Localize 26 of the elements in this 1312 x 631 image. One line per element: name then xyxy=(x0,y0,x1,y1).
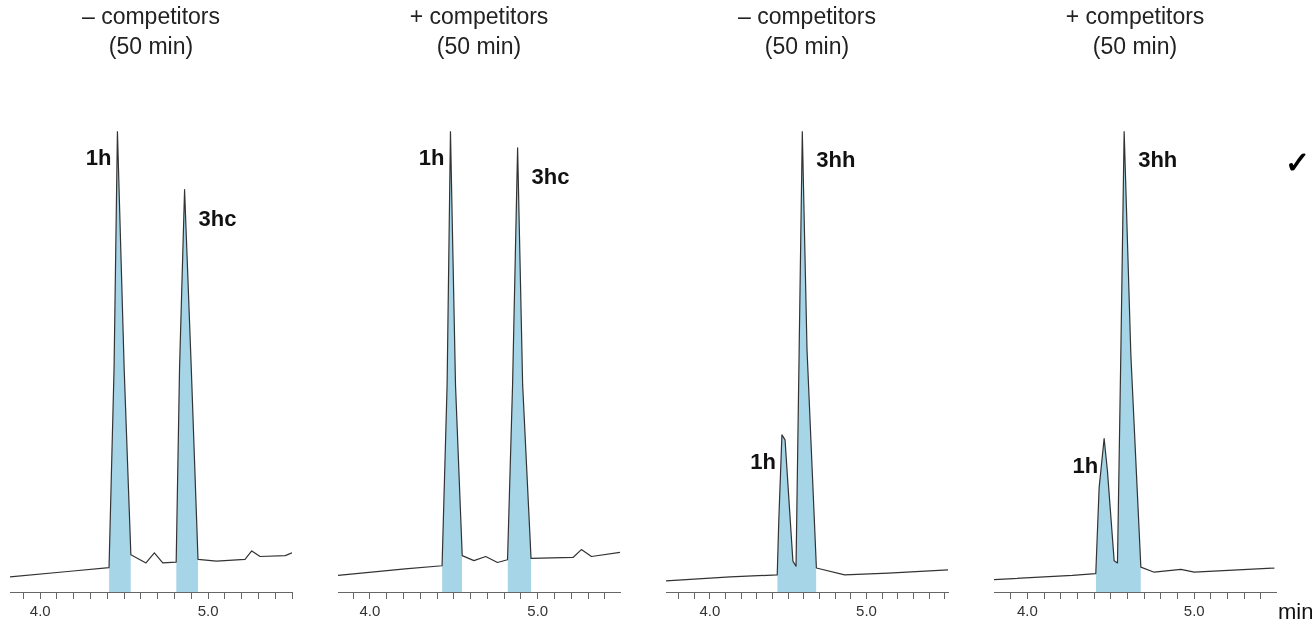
annotation: 3hc xyxy=(531,163,570,189)
x-tick-label: 4.0 xyxy=(1016,602,1038,620)
chart-title: – competitors xyxy=(81,3,221,30)
chart-subtitle: (50 min) xyxy=(436,32,522,59)
chart-title: – competitors xyxy=(737,3,877,30)
x-tick-label: 5.0 xyxy=(527,602,549,620)
x-tick-label: 5.0 xyxy=(197,602,219,620)
x-axis-title: min xyxy=(1278,599,1312,625)
chart-title: + competitors xyxy=(1065,3,1205,30)
chart-title: + competitors xyxy=(409,3,549,30)
annotation: 3hc xyxy=(198,205,237,231)
annotation: 1h xyxy=(750,448,776,474)
x-tick-label: 4.0 xyxy=(699,602,721,620)
x-tick-label: 4.0 xyxy=(29,602,51,620)
annotation: 3hh xyxy=(1138,147,1178,173)
text: ✓ xyxy=(1285,146,1310,180)
annotation: 1h xyxy=(418,145,445,171)
chart-subtitle: (50 min) xyxy=(764,32,850,59)
chart-subtitle: (50 min) xyxy=(108,32,194,59)
annotation: 3hh xyxy=(816,147,856,173)
annotation: 1h xyxy=(85,145,112,171)
chart-subtitle: (50 min) xyxy=(1092,32,1178,59)
x-tick-label: 5.0 xyxy=(856,602,877,620)
x-tick-label: 5.0 xyxy=(1183,602,1205,620)
x-tick-label: 4.0 xyxy=(359,602,381,620)
annotation: 1h xyxy=(1072,452,1099,478)
